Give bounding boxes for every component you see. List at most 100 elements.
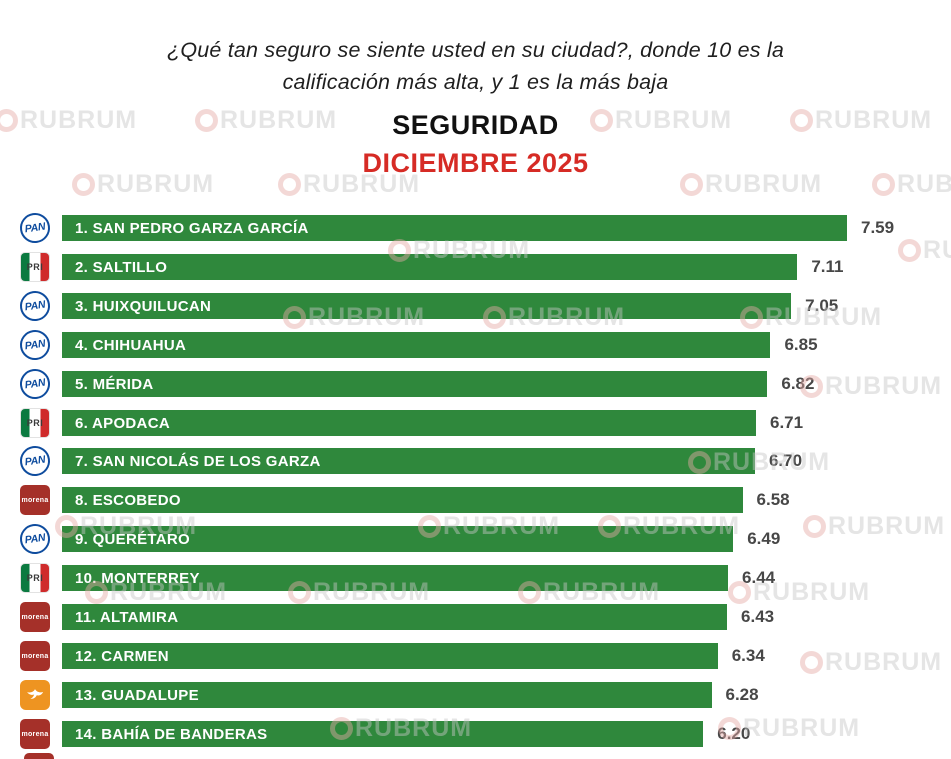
bar-track: 1. SAN PEDRO GARZA GARCÍA 7.59 bbox=[62, 212, 894, 244]
bar-track: 14. BAHÍA DE BANDERAS 6.20 bbox=[62, 718, 847, 750]
city-bar-label: 8. ESCOBEDO bbox=[75, 491, 181, 509]
party-logo-morena-label: morena bbox=[21, 613, 49, 621]
city-bar-value: 7.11 bbox=[811, 257, 844, 276]
header: ¿Qué tan seguro se siente usted en su ci… bbox=[0, 0, 951, 179]
city-bar-value: 6.49 bbox=[747, 529, 781, 548]
table-row: PAN 4. CHIHUAHUA 6.85 bbox=[18, 328, 951, 362]
party-logo-morena-label: morena bbox=[21, 652, 49, 660]
city-bar-label: 12. CARMEN bbox=[75, 647, 169, 665]
party-logo-pan: PAN bbox=[18, 211, 52, 245]
city-bar: 6. APODACA bbox=[62, 410, 756, 436]
city-bar-value: 6.43 bbox=[741, 607, 775, 626]
party-logo-pan-label: PAN bbox=[24, 298, 46, 314]
table-row: PAN 9. QUERÉTARO 6.49 bbox=[18, 522, 951, 556]
bar-track: 6. APODACA 6.71 bbox=[62, 407, 847, 439]
bar-track: 7. SAN NICOLÁS DE LOS GARZA 6.70 bbox=[62, 445, 847, 477]
survey-question: ¿Qué tan seguro se siente usted en su ci… bbox=[0, 34, 951, 98]
bar-track: 12. CARMEN 6.34 bbox=[62, 640, 847, 672]
city-bar-label: 9. QUERÉTARO bbox=[75, 530, 191, 548]
city-bar: 10. MONTERREY bbox=[62, 565, 729, 591]
city-bar-value: 6.44 bbox=[742, 568, 776, 587]
city-bar-label: 7. SAN NICOLÁS DE LOS GARZA bbox=[75, 452, 321, 470]
table-row: morena 12. CARMEN 6.34 bbox=[20, 640, 951, 672]
table-row: PAN 5. MÉRIDA 6.82 bbox=[18, 367, 951, 401]
party-logo-morena: morena bbox=[20, 602, 50, 632]
party-logo-morena-label: morena bbox=[21, 730, 49, 738]
city-bar: 2. SALTILLO bbox=[62, 254, 798, 280]
city-bar-value: 6.34 bbox=[731, 646, 765, 665]
table-row: morena 8. ESCOBEDO 6.58 bbox=[20, 484, 951, 516]
bar-track: 8. ESCOBEDO 6.58 bbox=[62, 484, 847, 516]
party-logo-pri-label: PRI bbox=[26, 262, 44, 272]
city-bar-label: 5. MÉRIDA bbox=[75, 375, 154, 393]
party-logo-pri: PRI bbox=[20, 408, 50, 438]
city-bar: 11. ALTAMIRA bbox=[62, 604, 728, 630]
party-logo-morena: morena bbox=[20, 641, 50, 671]
city-bar-label: 11. ALTAMIRA bbox=[75, 608, 179, 626]
city-bar-label: 2. SALTILLO bbox=[75, 258, 168, 276]
bar-track: 2. SALTILLO 7.11 bbox=[62, 251, 847, 283]
city-bar-value: 6.85 bbox=[784, 335, 818, 354]
city-bar: 5. MÉRIDA bbox=[62, 371, 768, 397]
party-logo-pri: PRI bbox=[20, 563, 50, 593]
page-title: SEGURIDAD bbox=[392, 110, 559, 140]
party-logo-pan: PAN bbox=[18, 328, 52, 362]
city-bar-label: 6. APODACA bbox=[75, 414, 170, 432]
party-logo-pan-label: PAN bbox=[24, 337, 46, 353]
city-bar: 12. CARMEN bbox=[62, 643, 718, 669]
bar-track: 10. MONTERREY 6.44 bbox=[62, 562, 847, 594]
page-subtitle: DICIEMBRE 2025 bbox=[362, 148, 589, 178]
city-bar-label: 14. BAHÍA DE BANDERAS bbox=[75, 725, 268, 743]
city-bar-value: 6.28 bbox=[725, 685, 759, 704]
party-logo-pri: PRI bbox=[20, 252, 50, 282]
party-logo-mc bbox=[20, 680, 50, 710]
table-row: PAN 1. SAN PEDRO GARZA GARCÍA 7.59 bbox=[18, 211, 951, 245]
party-logo-pan: PAN bbox=[18, 367, 52, 401]
city-bar-label: 13. GUADALUPE bbox=[75, 686, 199, 704]
bar-track: 4. CHIHUAHUA 6.85 bbox=[62, 329, 847, 361]
city-bar: 1. SAN PEDRO GARZA GARCÍA bbox=[62, 215, 847, 241]
city-bar: 7. SAN NICOLÁS DE LOS GARZA bbox=[62, 448, 755, 474]
party-logo-morena: morena bbox=[20, 485, 50, 515]
city-bar-value: 6.70 bbox=[768, 451, 803, 470]
city-bar: 14. BAHÍA DE BANDERAS bbox=[62, 721, 704, 747]
city-bar-value: 6.20 bbox=[717, 724, 751, 743]
table-row: PRI 2. SALTILLO 7.11 bbox=[20, 251, 951, 283]
bar-track: 9. QUERÉTARO 6.49 bbox=[62, 523, 847, 555]
party-logo-pan-label: PAN bbox=[24, 220, 46, 236]
city-bar: 3. HUIXQUILUCAN bbox=[62, 293, 792, 319]
table-row: morena 14. BAHÍA DE BANDERAS 6.20 bbox=[20, 718, 951, 750]
city-bar-label: 1. SAN PEDRO GARZA GARCÍA bbox=[75, 219, 309, 237]
party-logo-pri-label: PRI bbox=[26, 573, 44, 583]
city-bar: 8. ESCOBEDO bbox=[62, 487, 743, 513]
city-bar-label: 4. CHIHUAHUA bbox=[75, 336, 187, 354]
party-logo-morena-label: morena bbox=[21, 496, 49, 504]
party-logo-pan-label: PAN bbox=[24, 453, 46, 469]
party-logo-pan-label: PAN bbox=[24, 376, 46, 392]
table-row: 13. GUADALUPE 6.28 bbox=[20, 679, 951, 711]
bar-track: 11. ALTAMIRA 6.43 bbox=[62, 601, 847, 633]
table-row: morena 11. ALTAMIRA 6.43 bbox=[20, 601, 951, 633]
table-row: PRI 10. MONTERREY 6.44 bbox=[20, 562, 951, 594]
city-bar: 4. CHIHUAHUA bbox=[62, 332, 771, 358]
bar-track: 13. GUADALUPE 6.28 bbox=[62, 679, 847, 711]
city-bar: 9. QUERÉTARO bbox=[62, 526, 734, 552]
city-bar-value: 6.82 bbox=[781, 374, 815, 393]
bar-track: 3. HUIXQUILUCAN 7.05 bbox=[62, 290, 847, 322]
party-logo-pan: PAN bbox=[18, 444, 52, 478]
table-row: PAN 7. SAN NICOLÁS DE LOS GARZA 6.70 bbox=[18, 444, 951, 478]
eagle-icon bbox=[27, 689, 44, 700]
city-bar-value: 6.58 bbox=[756, 490, 790, 509]
party-logo-morena: morena bbox=[20, 719, 50, 749]
party-logo-pri-label: PRI bbox=[26, 418, 44, 428]
city-bar-value: 7.59 bbox=[861, 218, 895, 237]
party-logo-pan: PAN bbox=[18, 522, 52, 556]
city-bar: 13. GUADALUPE bbox=[62, 682, 712, 708]
bar-track: 5. MÉRIDA 6.82 bbox=[62, 368, 847, 400]
party-logo-pan: PAN bbox=[18, 289, 52, 323]
table-row: PAN 3. HUIXQUILUCAN 7.05 bbox=[18, 289, 951, 323]
table-row: PRI 6. APODACA 6.71 bbox=[20, 407, 951, 439]
city-bar-label: 10. MONTERREY bbox=[75, 569, 200, 587]
